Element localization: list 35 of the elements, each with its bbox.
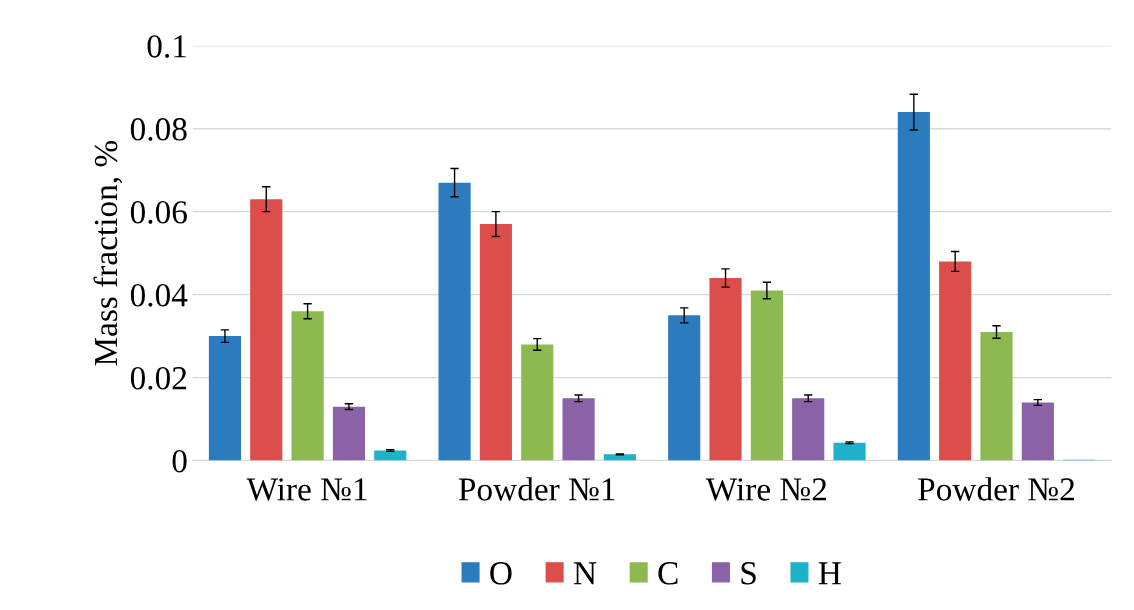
y-tick-label: 0	[172, 449, 187, 473]
bar	[374, 450, 407, 461]
bar	[438, 182, 471, 461]
bar	[668, 315, 701, 461]
bar	[709, 278, 742, 461]
bar	[332, 406, 366, 461]
legend-label: S	[741, 562, 756, 585]
y-tick-label: 0.1	[147, 35, 186, 58]
x-tick-label: Powder №2	[918, 477, 1074, 501]
bar	[1021, 402, 1054, 461]
bar	[208, 336, 241, 461]
bar	[833, 442, 866, 461]
legend-label: C	[658, 562, 678, 585]
legend-label: H	[818, 562, 841, 585]
bar	[603, 454, 636, 461]
bar	[562, 398, 595, 461]
bar	[939, 261, 972, 461]
bar	[250, 199, 283, 461]
y-tick-label: 0.02	[130, 366, 187, 390]
x-tick-label: Wire №2	[705, 478, 827, 501]
legend-label: N	[573, 562, 597, 585]
bar	[750, 290, 783, 461]
y-axis-title: Mass fraction, %	[93, 140, 123, 366]
bar	[792, 398, 825, 461]
x-tick-label: Wire №1	[246, 478, 367, 501]
y-tick-label: 0.08	[130, 118, 187, 141]
y-tick-label: 0.04	[130, 284, 188, 307]
bar	[980, 331, 1013, 461]
bar	[897, 112, 930, 461]
bar	[521, 344, 554, 461]
legend-label: O	[490, 562, 512, 585]
bar	[479, 224, 512, 461]
y-tick-label: 0.06	[130, 201, 187, 224]
bar	[291, 311, 324, 461]
x-tick-label: Powder №1	[458, 477, 615, 501]
